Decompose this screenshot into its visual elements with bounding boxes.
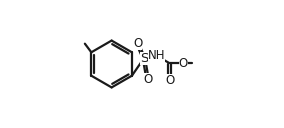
Text: O: O <box>165 74 174 87</box>
Text: NH: NH <box>148 49 165 62</box>
Text: S: S <box>140 52 148 65</box>
Text: O: O <box>133 37 142 50</box>
Text: O: O <box>143 73 152 86</box>
Text: O: O <box>179 57 188 70</box>
